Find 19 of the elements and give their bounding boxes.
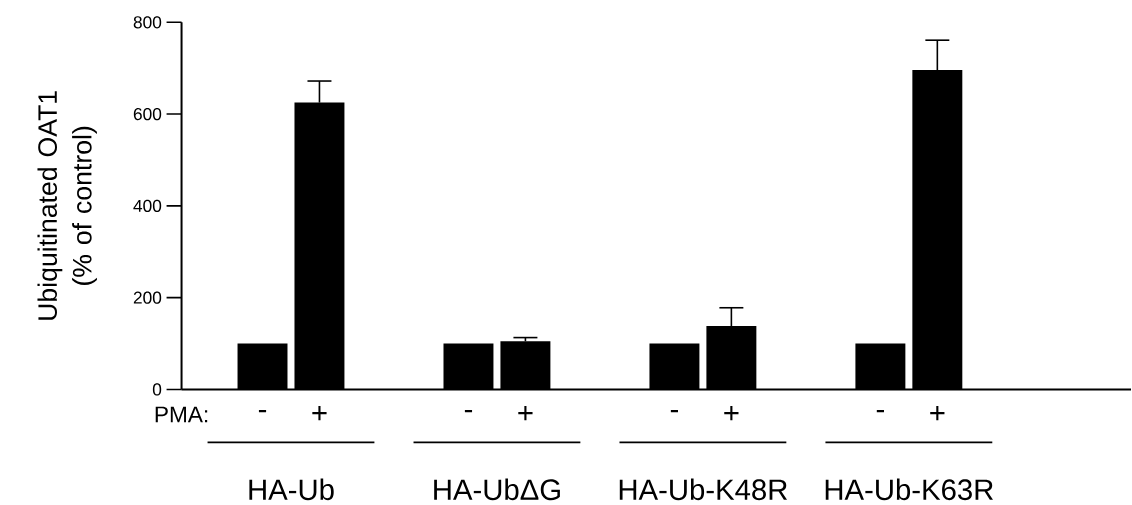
y-tick-label: 0 xyxy=(152,383,162,396)
text: - xyxy=(670,410,679,413)
text: + xyxy=(724,406,739,421)
x-tick-label: HA-Ub xyxy=(249,478,334,501)
series-label: + xyxy=(312,406,327,421)
x-tick-label: HA-Ub-K63R xyxy=(825,478,993,501)
y-tick-label: 800 xyxy=(133,16,162,29)
y-tick-label: 200 xyxy=(133,291,162,305)
x-tick-label: HA-UbΔG xyxy=(434,478,560,501)
y-axis-title: Ubiquitinated OAT1 (% of control) xyxy=(37,91,97,321)
x-tick-label: HA-Ub-K48R xyxy=(619,478,788,501)
y-tick-label: 400 xyxy=(133,199,162,213)
text: + xyxy=(930,406,945,421)
y-tick-label: 600 xyxy=(133,108,162,121)
series-label: - xyxy=(258,410,267,413)
text: - xyxy=(464,410,473,413)
text: + xyxy=(518,406,533,421)
text: - xyxy=(876,410,884,413)
legend-title: PMA: xyxy=(155,406,208,423)
